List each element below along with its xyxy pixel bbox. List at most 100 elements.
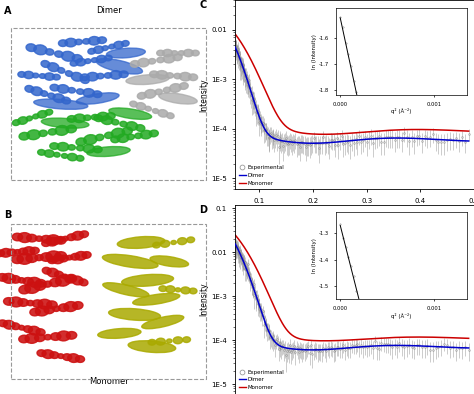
Ellipse shape [97, 73, 104, 79]
Ellipse shape [110, 71, 122, 79]
Ellipse shape [75, 356, 84, 362]
Ellipse shape [44, 150, 54, 157]
Ellipse shape [67, 153, 77, 161]
Ellipse shape [25, 282, 40, 294]
Ellipse shape [41, 118, 89, 128]
Ellipse shape [111, 128, 125, 138]
Ellipse shape [18, 299, 28, 306]
Ellipse shape [73, 114, 85, 123]
Ellipse shape [57, 85, 69, 93]
Ellipse shape [44, 281, 52, 287]
Ellipse shape [18, 72, 26, 77]
Ellipse shape [30, 308, 40, 316]
Ellipse shape [12, 120, 20, 126]
Ellipse shape [80, 74, 89, 81]
Ellipse shape [137, 58, 149, 67]
Ellipse shape [71, 72, 82, 81]
Ellipse shape [96, 59, 143, 74]
Text: Monomer: Monomer [89, 377, 128, 387]
Ellipse shape [159, 286, 167, 292]
Ellipse shape [160, 240, 170, 247]
Ellipse shape [47, 268, 59, 277]
Ellipse shape [178, 51, 185, 56]
Ellipse shape [66, 332, 77, 339]
Ellipse shape [170, 84, 181, 92]
Ellipse shape [37, 350, 46, 357]
Ellipse shape [62, 51, 75, 61]
Ellipse shape [62, 154, 68, 158]
Ellipse shape [53, 306, 60, 311]
Ellipse shape [109, 108, 152, 119]
Ellipse shape [55, 271, 64, 278]
Ellipse shape [70, 60, 78, 66]
Ellipse shape [121, 41, 129, 46]
Ellipse shape [126, 122, 138, 130]
Ellipse shape [47, 235, 60, 245]
Ellipse shape [83, 145, 95, 153]
Ellipse shape [40, 253, 52, 261]
Ellipse shape [65, 38, 77, 47]
Ellipse shape [156, 71, 168, 79]
Ellipse shape [76, 59, 86, 66]
Ellipse shape [14, 250, 20, 254]
Ellipse shape [57, 67, 65, 73]
Ellipse shape [50, 352, 59, 359]
Ellipse shape [83, 89, 95, 97]
Ellipse shape [19, 285, 30, 294]
Ellipse shape [156, 338, 165, 345]
Ellipse shape [142, 315, 184, 329]
Ellipse shape [31, 87, 43, 96]
Ellipse shape [179, 83, 188, 89]
Ellipse shape [76, 155, 84, 161]
Ellipse shape [149, 130, 158, 137]
Ellipse shape [27, 300, 34, 306]
Ellipse shape [166, 286, 175, 293]
Ellipse shape [68, 354, 80, 362]
Ellipse shape [181, 287, 190, 294]
Ellipse shape [130, 101, 137, 107]
Ellipse shape [26, 254, 38, 262]
Ellipse shape [0, 273, 8, 281]
Ellipse shape [26, 44, 36, 52]
Ellipse shape [175, 288, 181, 292]
Ellipse shape [82, 39, 90, 44]
Ellipse shape [101, 116, 113, 125]
Ellipse shape [10, 275, 20, 283]
Ellipse shape [62, 97, 71, 104]
Ellipse shape [28, 277, 41, 287]
Ellipse shape [68, 145, 75, 150]
X-axis label: q (Å⁻¹): q (Å⁻¹) [342, 205, 367, 216]
Ellipse shape [72, 55, 82, 62]
Ellipse shape [72, 276, 83, 285]
Ellipse shape [44, 335, 51, 340]
Ellipse shape [76, 138, 86, 146]
Ellipse shape [130, 61, 139, 67]
Ellipse shape [122, 127, 132, 135]
Ellipse shape [32, 73, 39, 78]
Text: D: D [200, 204, 208, 215]
Ellipse shape [148, 340, 156, 345]
Ellipse shape [106, 113, 115, 119]
Text: C: C [200, 0, 207, 10]
Ellipse shape [87, 147, 130, 156]
Ellipse shape [102, 255, 158, 268]
Ellipse shape [35, 255, 43, 260]
Ellipse shape [45, 110, 53, 115]
Ellipse shape [23, 247, 35, 255]
Ellipse shape [140, 130, 152, 139]
Ellipse shape [105, 132, 113, 138]
Ellipse shape [136, 125, 145, 131]
Ellipse shape [189, 288, 197, 294]
Ellipse shape [71, 253, 80, 260]
Ellipse shape [153, 109, 159, 113]
Ellipse shape [36, 306, 49, 316]
Ellipse shape [41, 61, 50, 67]
Text: A: A [4, 6, 12, 16]
Ellipse shape [58, 304, 69, 312]
Ellipse shape [97, 112, 109, 121]
Ellipse shape [9, 297, 23, 307]
Ellipse shape [27, 130, 40, 139]
Ellipse shape [55, 252, 66, 260]
Ellipse shape [119, 71, 128, 78]
Ellipse shape [67, 234, 76, 241]
